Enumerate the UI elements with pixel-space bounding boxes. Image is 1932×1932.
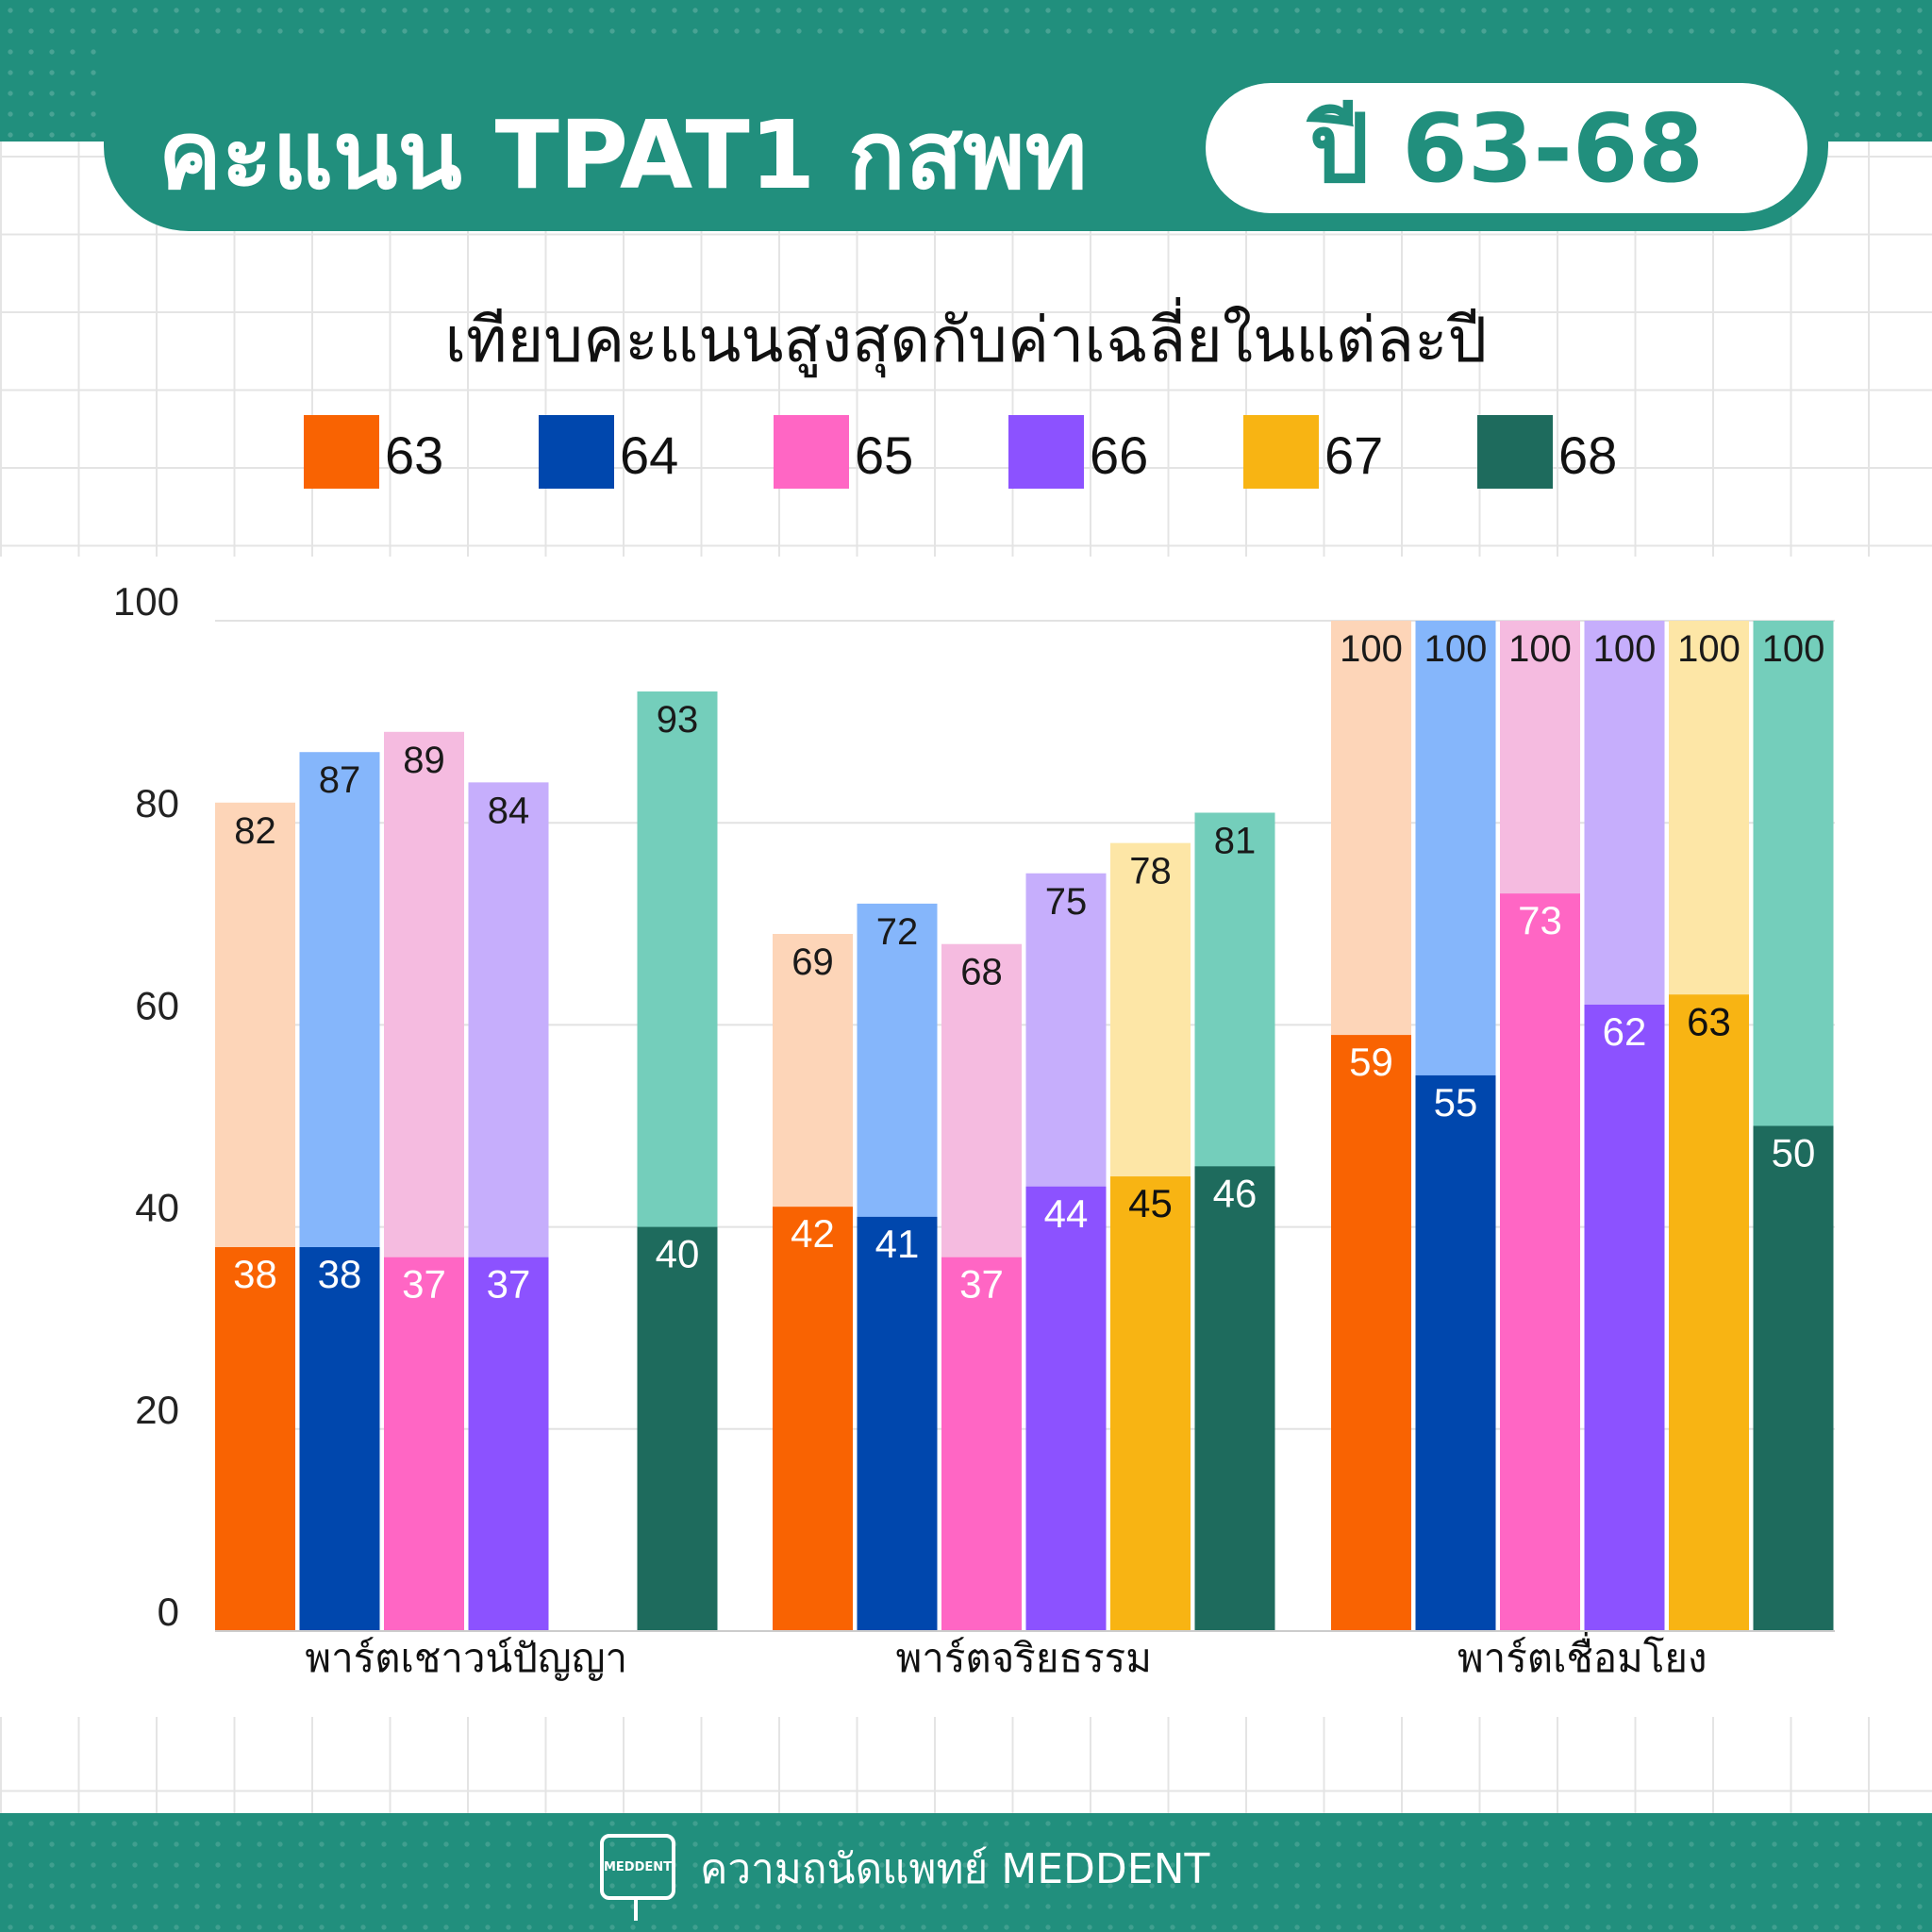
max-value-label: 75 xyxy=(1045,881,1088,923)
legend-swatch xyxy=(1243,415,1319,489)
x-category-label: พาร์ตเชื่อมโยง xyxy=(1457,1631,1707,1681)
chart-legend: 63 64 65 66 67 68 xyxy=(0,415,1932,491)
average-bar xyxy=(299,1247,380,1631)
average-bar xyxy=(1194,1166,1275,1631)
meddent-logo: MEDDENT xyxy=(600,1834,675,1900)
average-value-label: 37 xyxy=(402,1262,446,1307)
average-bar xyxy=(1500,893,1580,1631)
legend-label: 65 xyxy=(855,425,914,485)
average-bar xyxy=(1415,1074,1496,1631)
legend-label: 63 xyxy=(385,425,444,485)
legend-swatch xyxy=(539,415,614,489)
legend-label: 67 xyxy=(1324,425,1384,485)
average-bar xyxy=(637,1226,718,1631)
max-value-label: 93 xyxy=(657,699,699,741)
average-bar xyxy=(1110,1176,1191,1631)
max-value-label: 84 xyxy=(488,790,530,831)
average-value-label: 41 xyxy=(875,1222,920,1266)
page-title: คะแนน TPAT1 กสพท xyxy=(158,100,1088,210)
average-bar xyxy=(384,1257,464,1631)
max-value-label: 100 xyxy=(1508,628,1572,670)
legend-label: 66 xyxy=(1090,425,1149,485)
y-tick-label: 40 xyxy=(135,1186,179,1230)
average-bar xyxy=(941,1257,1022,1631)
average-value-label: 40 xyxy=(656,1232,700,1276)
max-value-label: 81 xyxy=(1214,820,1257,861)
max-value-label: 69 xyxy=(791,941,834,983)
y-tick-label: 60 xyxy=(135,983,179,1027)
average-value-label: 63 xyxy=(1687,999,1731,1043)
max-value-label: 100 xyxy=(1762,628,1825,670)
max-value-label: 100 xyxy=(1340,628,1403,670)
average-bar xyxy=(773,1207,853,1631)
legend-swatch xyxy=(1008,415,1084,489)
average-bar xyxy=(1025,1186,1107,1631)
average-value-label: 62 xyxy=(1603,1009,1647,1054)
footer-band: MEDDENT ความถนัดแพทย์ MEDDENT xyxy=(0,1813,1932,1932)
average-value-label: 45 xyxy=(1128,1181,1173,1225)
average-value-label: 59 xyxy=(1349,1040,1393,1084)
max-value-label: 100 xyxy=(1424,628,1488,670)
year-badge: ปี 63-68 xyxy=(1206,83,1807,213)
max-value-label: 68 xyxy=(960,952,1003,993)
average-value-label: 46 xyxy=(1213,1171,1257,1215)
max-value-label: 78 xyxy=(1129,851,1172,892)
logo-text: MEDDENT xyxy=(603,1859,673,1874)
max-value-label: 100 xyxy=(1677,628,1740,670)
max-value-label: 72 xyxy=(876,911,919,953)
max-value-label: 87 xyxy=(319,759,361,801)
average-value-label: 42 xyxy=(791,1211,835,1256)
x-category-label: พาร์ตจริยธรรม xyxy=(896,1635,1152,1681)
year-badge-label: ปี 63-68 xyxy=(1308,92,1705,204)
footer-brand: ความถนัดแพทย์ MEDDENT xyxy=(700,1845,1210,1893)
average-value-label: 38 xyxy=(233,1252,277,1296)
average-bar xyxy=(1331,1035,1411,1631)
chart-subtitle: เทียบคะแนนสูงสุดกับค่าเฉลี่ยในแต่ละปี xyxy=(444,304,1488,376)
max-value-label: 89 xyxy=(403,740,445,781)
average-value-label: 55 xyxy=(1434,1080,1478,1124)
legend-swatch xyxy=(774,415,849,489)
average-bar xyxy=(215,1247,295,1631)
max-value-label: 82 xyxy=(234,810,276,852)
y-tick-label: 0 xyxy=(158,1590,179,1634)
x-category-label: พาร์ตเชาวน์ปัญญา xyxy=(305,1635,627,1681)
average-bar xyxy=(1753,1125,1834,1631)
legend-label: 68 xyxy=(1558,425,1618,485)
average-value-label: 73 xyxy=(1518,898,1562,942)
average-value-label: 50 xyxy=(1772,1131,1816,1175)
average-bar xyxy=(1669,994,1749,1631)
y-tick-label: 20 xyxy=(135,1388,179,1432)
y-tick-label: 100 xyxy=(113,579,179,624)
logo-stethoscope-icon xyxy=(634,1900,638,1921)
legend-label: 64 xyxy=(620,425,679,485)
y-tick-label: 80 xyxy=(135,781,179,825)
average-value-label: 38 xyxy=(318,1252,362,1296)
legend-swatch xyxy=(304,415,379,489)
average-bar xyxy=(1584,1004,1665,1631)
average-bar xyxy=(857,1216,938,1631)
average-value-label: 37 xyxy=(487,1262,531,1307)
average-value-label: 44 xyxy=(1044,1191,1089,1236)
average-value-label: 37 xyxy=(959,1262,1004,1307)
average-bar xyxy=(468,1257,549,1631)
max-value-label: 100 xyxy=(1593,628,1657,670)
legend-swatch xyxy=(1477,415,1553,489)
